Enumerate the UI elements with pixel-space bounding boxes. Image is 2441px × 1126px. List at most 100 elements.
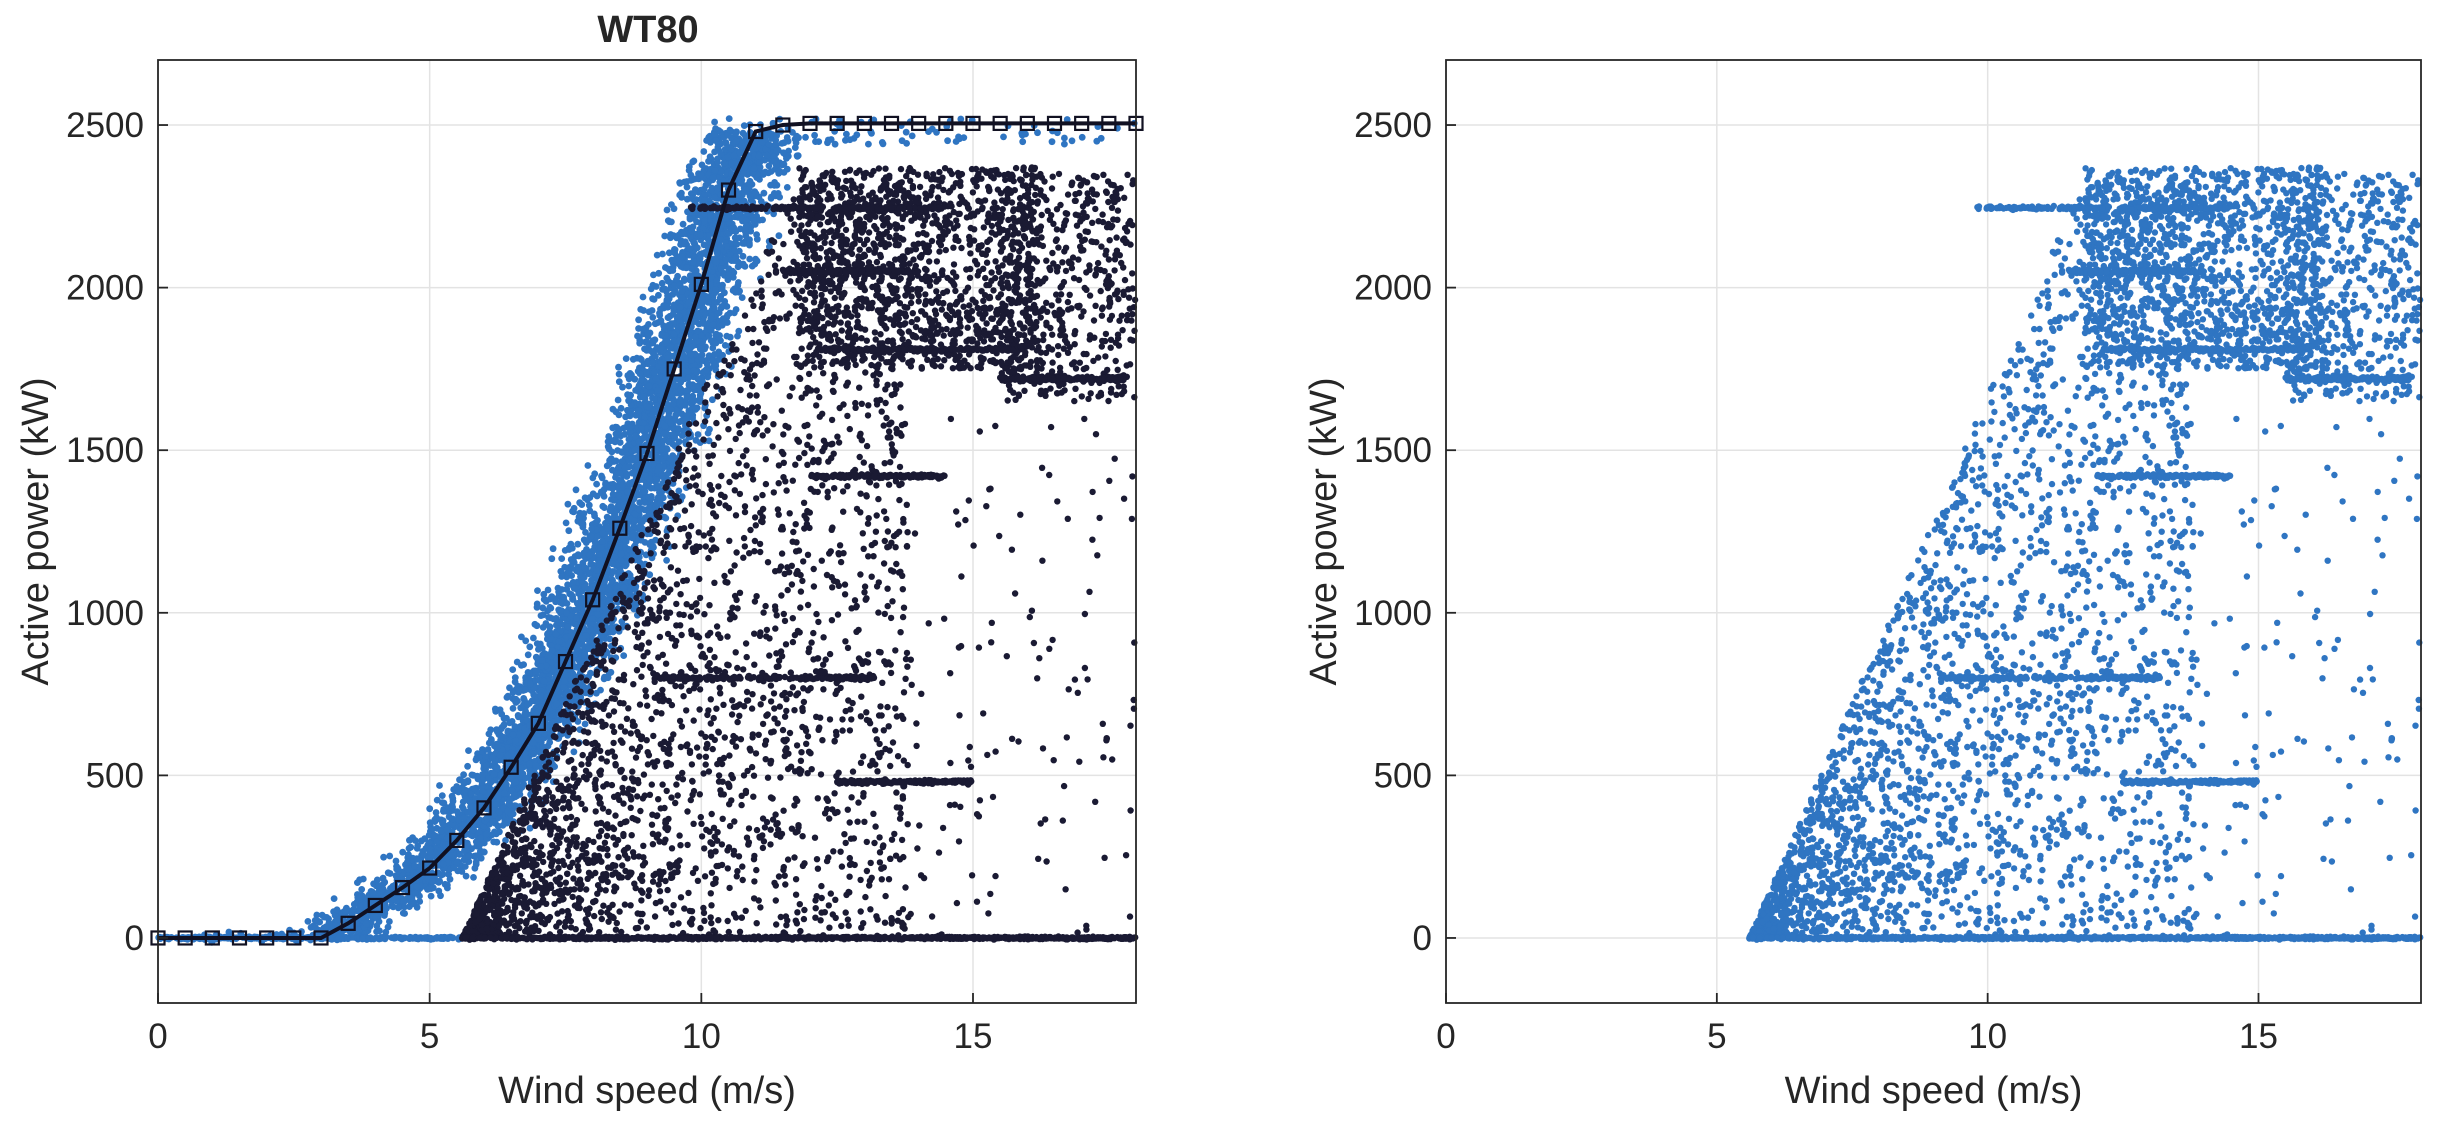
scatter-point [570, 584, 578, 592]
scatter-point [552, 615, 560, 622]
scatter-point [409, 900, 416, 908]
scatter-point [783, 184, 791, 191]
scatter-point [494, 742, 502, 750]
scatter-point [707, 315, 715, 323]
scatter-point [576, 499, 584, 507]
scatter-point [720, 160, 728, 167]
scatter-point [578, 520, 585, 527]
scatter-point [724, 153, 732, 161]
scatter-point [661, 285, 669, 293]
scatter-point [735, 279, 742, 286]
scatter-point [448, 792, 456, 800]
scatter-point [380, 853, 387, 861]
scatter-point [605, 445, 613, 453]
scatter-point [735, 190, 743, 198]
scatter-point [599, 529, 607, 537]
scatter-point [465, 747, 472, 754]
scatter-point [608, 560, 616, 568]
scatter-point [660, 430, 668, 438]
scatter-point [503, 781, 510, 789]
scatter-point [375, 882, 383, 889]
scatter-point [753, 257, 761, 265]
scatter-point [447, 852, 455, 859]
scatter-point [436, 877, 443, 885]
scatter-point [944, 137, 951, 145]
scatter-point [425, 839, 433, 847]
scatter-point [636, 364, 643, 372]
scatter-point [655, 269, 663, 277]
scatter-point [537, 692, 545, 700]
scatter-point [692, 186, 699, 194]
scatter-point [564, 623, 572, 631]
scatter-point [684, 367, 692, 375]
scatter-point [1061, 140, 1068, 148]
scatter-point [685, 299, 692, 307]
scatter-point [588, 525, 596, 533]
scatter-point [627, 408, 634, 416]
scatter-point [677, 417, 685, 425]
scatter-point [562, 519, 570, 527]
scatter-point [373, 876, 381, 884]
scatter-point [526, 760, 534, 768]
scatter-point [1061, 134, 1068, 142]
scatter-point [634, 332, 641, 340]
scatter-point [679, 220, 687, 228]
scatter-point [952, 138, 960, 145]
scatter-point [449, 803, 456, 811]
scatter-point [746, 239, 753, 247]
scatter-point [619, 383, 626, 391]
scatter-point [714, 158, 721, 166]
scatter-point [701, 217, 708, 225]
scatter-point [581, 720, 589, 728]
scatter-point [433, 796, 441, 804]
scatter-point [489, 754, 496, 762]
scatter-point [686, 215, 694, 223]
scatter-point [664, 354, 672, 362]
scatter-point [521, 686, 529, 694]
scatter-point [723, 243, 730, 251]
scatter-point [446, 875, 454, 883]
scatter-point [1068, 137, 1076, 145]
scatter-point [450, 864, 458, 872]
scatter-point [700, 148, 708, 155]
scatter-point [637, 306, 645, 313]
scatter-point [611, 553, 619, 561]
scatter-point [647, 496, 655, 503]
scatter-point [612, 430, 620, 438]
scatter-point [759, 216, 766, 224]
scatter-point [537, 640, 544, 648]
scatter-point [643, 368, 650, 376]
scatter-point [653, 476, 661, 484]
scatter-point [711, 194, 719, 201]
scatter-point [732, 253, 740, 261]
scatter-point [587, 669, 594, 677]
scatter-point [663, 206, 671, 214]
scatter-point [407, 894, 415, 902]
scatter-point [567, 540, 575, 548]
scatter-point [670, 282, 678, 290]
scatter-point [712, 258, 720, 266]
scatter-point [824, 136, 832, 144]
scatter-point [620, 584, 628, 591]
scatter-point [657, 305, 664, 313]
scatter-point [711, 351, 718, 358]
scatter-point [554, 717, 561, 724]
scatter-point [898, 137, 906, 145]
scatter-point [615, 363, 622, 371]
scatter-point [573, 606, 581, 613]
scatter-point [678, 432, 686, 439]
scatter-point [389, 903, 397, 911]
scatter-point [636, 499, 644, 506]
scatter-point [429, 884, 437, 892]
scatter-point [627, 391, 634, 399]
scatter-point [736, 179, 743, 187]
scatter-point [504, 752, 512, 759]
scatter-point [504, 692, 512, 700]
scatter-point [373, 922, 381, 930]
scatter-point [594, 517, 601, 524]
scatter-point [517, 661, 525, 669]
scatter-point [670, 301, 678, 309]
scatter-point [666, 267, 674, 275]
scatter-point [739, 129, 747, 137]
